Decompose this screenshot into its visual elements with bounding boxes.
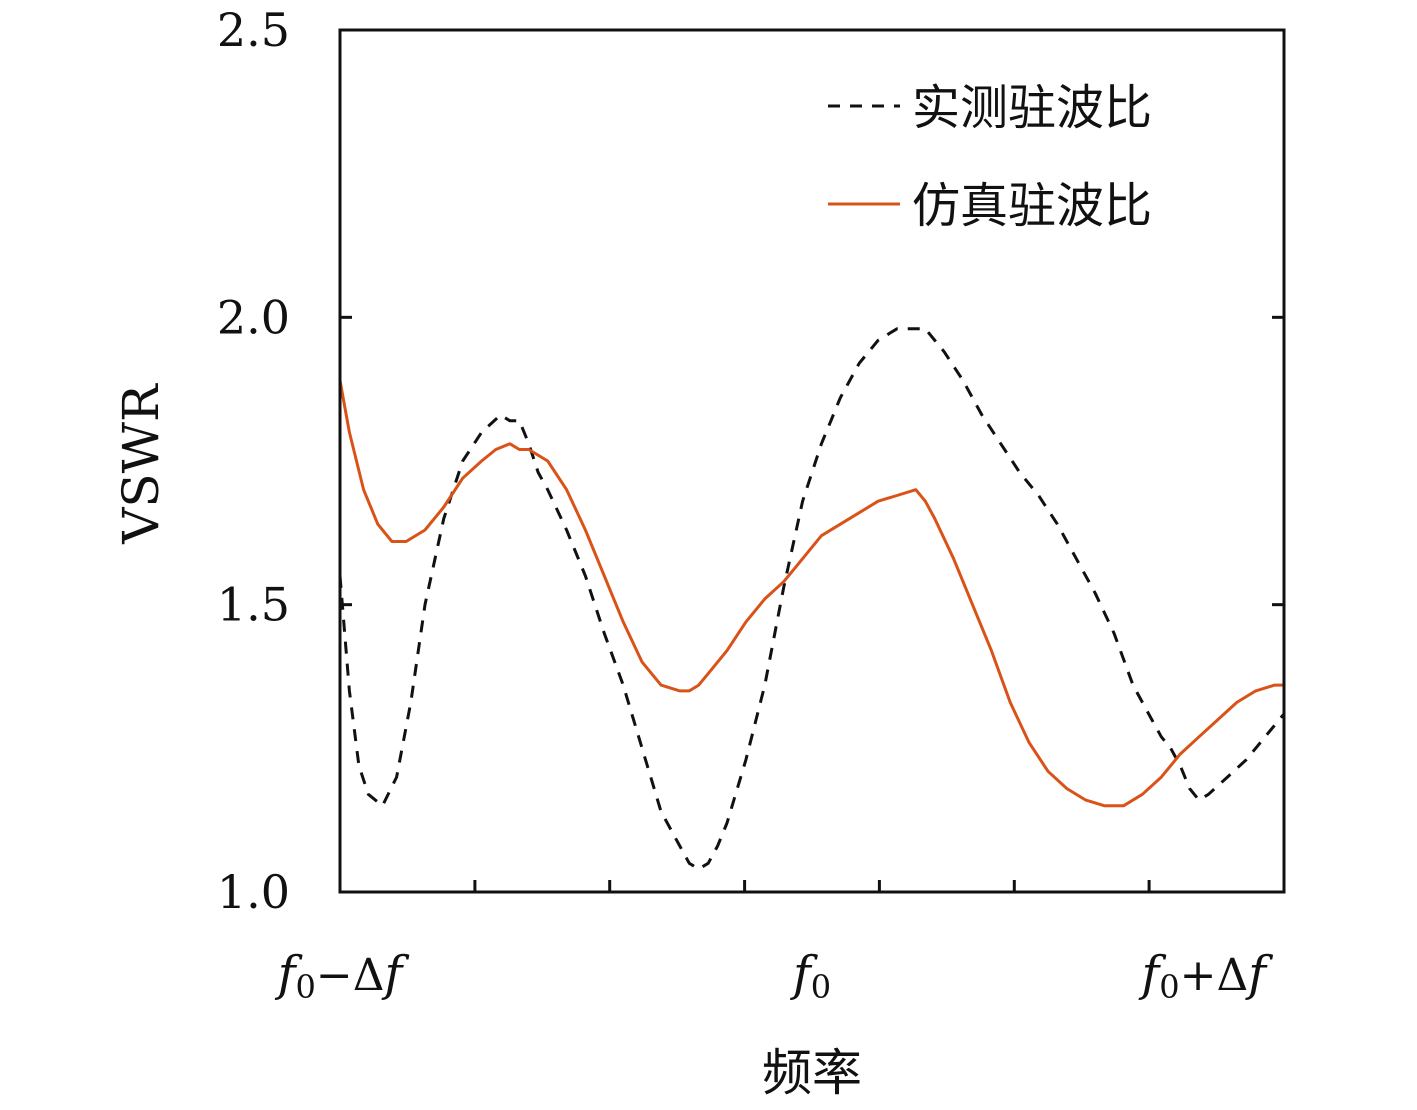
x-tick-label: f0−Δf <box>275 946 410 1006</box>
plot-frame <box>338 28 1286 894</box>
legend-label-simulated: 仿真驻波比 <box>912 178 1152 234</box>
y-tick-label: 2.5 <box>217 3 290 57</box>
y-axis-label: VSWR <box>112 383 170 545</box>
x-tick-labels: f0−Δf f0 f0+Δf <box>275 946 1274 1006</box>
x-tick-label: f0 <box>790 946 831 1006</box>
tick-marks <box>340 28 1284 894</box>
x-axis-label: 频率 <box>762 1044 862 1102</box>
legend: 实测驻波比 仿真驻波比 <box>828 80 1152 234</box>
x-tick-label: f0+Δf <box>1138 946 1273 1006</box>
y-tick-labels: 1.0 1.5 2.0 2.5 <box>217 3 290 919</box>
y-tick-label: 1.0 <box>217 865 290 919</box>
y-tick-label: 2.0 <box>217 290 290 344</box>
series-line-simulated <box>338 380 1284 808</box>
legend-label-measured: 实测驻波比 <box>912 80 1152 136</box>
series-group <box>338 327 1286 871</box>
series-line-measured <box>338 327 1286 871</box>
y-tick-label: 1.5 <box>217 578 290 632</box>
